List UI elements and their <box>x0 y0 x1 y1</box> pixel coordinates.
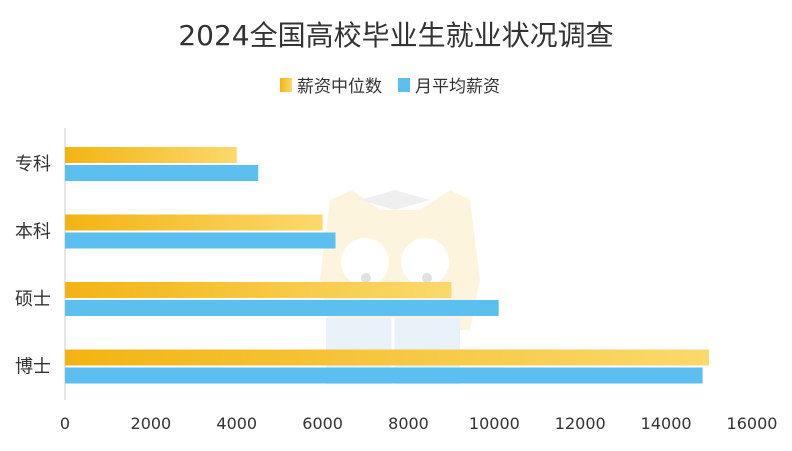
x-tick-label: 16000 <box>727 414 778 433</box>
x-tick-label: 8000 <box>388 414 429 433</box>
legend-swatch <box>398 78 410 92</box>
x-tick-label: 0 <box>60 414 70 433</box>
bar-median-1[interactable] <box>65 147 237 163</box>
legend-label: 薪资中位数 <box>297 77 382 97</box>
x-tick-label: 14000 <box>641 414 692 433</box>
x-tick-label: 6000 <box>302 414 343 433</box>
x-axis: 0 2000 4000 6000 8000 10000 12000 14000 16000 <box>60 128 778 433</box>
category-label: 博士 <box>15 357 51 378</box>
chart-title: 2024全国高校毕业生就业状况调查 <box>178 19 613 52</box>
bar-median-4[interactable] <box>65 349 710 366</box>
category-label: 专科 <box>15 154 51 175</box>
legend-item-2[interactable]: 月平均薪资 <box>398 77 500 97</box>
legend-swatch <box>280 78 292 92</box>
bar-average-2[interactable] <box>65 232 336 249</box>
legend-item-1[interactable]: 薪资中位数 <box>280 77 382 97</box>
x-tick-label: 10000 <box>469 414 520 433</box>
x-tick-label: 2000 <box>131 414 172 433</box>
legend-label: 月平均薪资 <box>415 77 500 97</box>
bar-median-3[interactable] <box>65 282 452 298</box>
legend: 薪资中位数 月平均薪资 <box>280 77 500 97</box>
bar-average-4[interactable] <box>65 367 703 384</box>
category-label: 本科 <box>15 222 51 243</box>
bar-average-1[interactable] <box>65 165 259 181</box>
x-tick-label: 12000 <box>555 414 606 433</box>
bar-median-2[interactable] <box>65 214 323 231</box>
bar-average-3[interactable] <box>65 300 499 316</box>
category-label: 硕士 <box>15 289 51 310</box>
x-tick-label: 4000 <box>216 414 257 433</box>
